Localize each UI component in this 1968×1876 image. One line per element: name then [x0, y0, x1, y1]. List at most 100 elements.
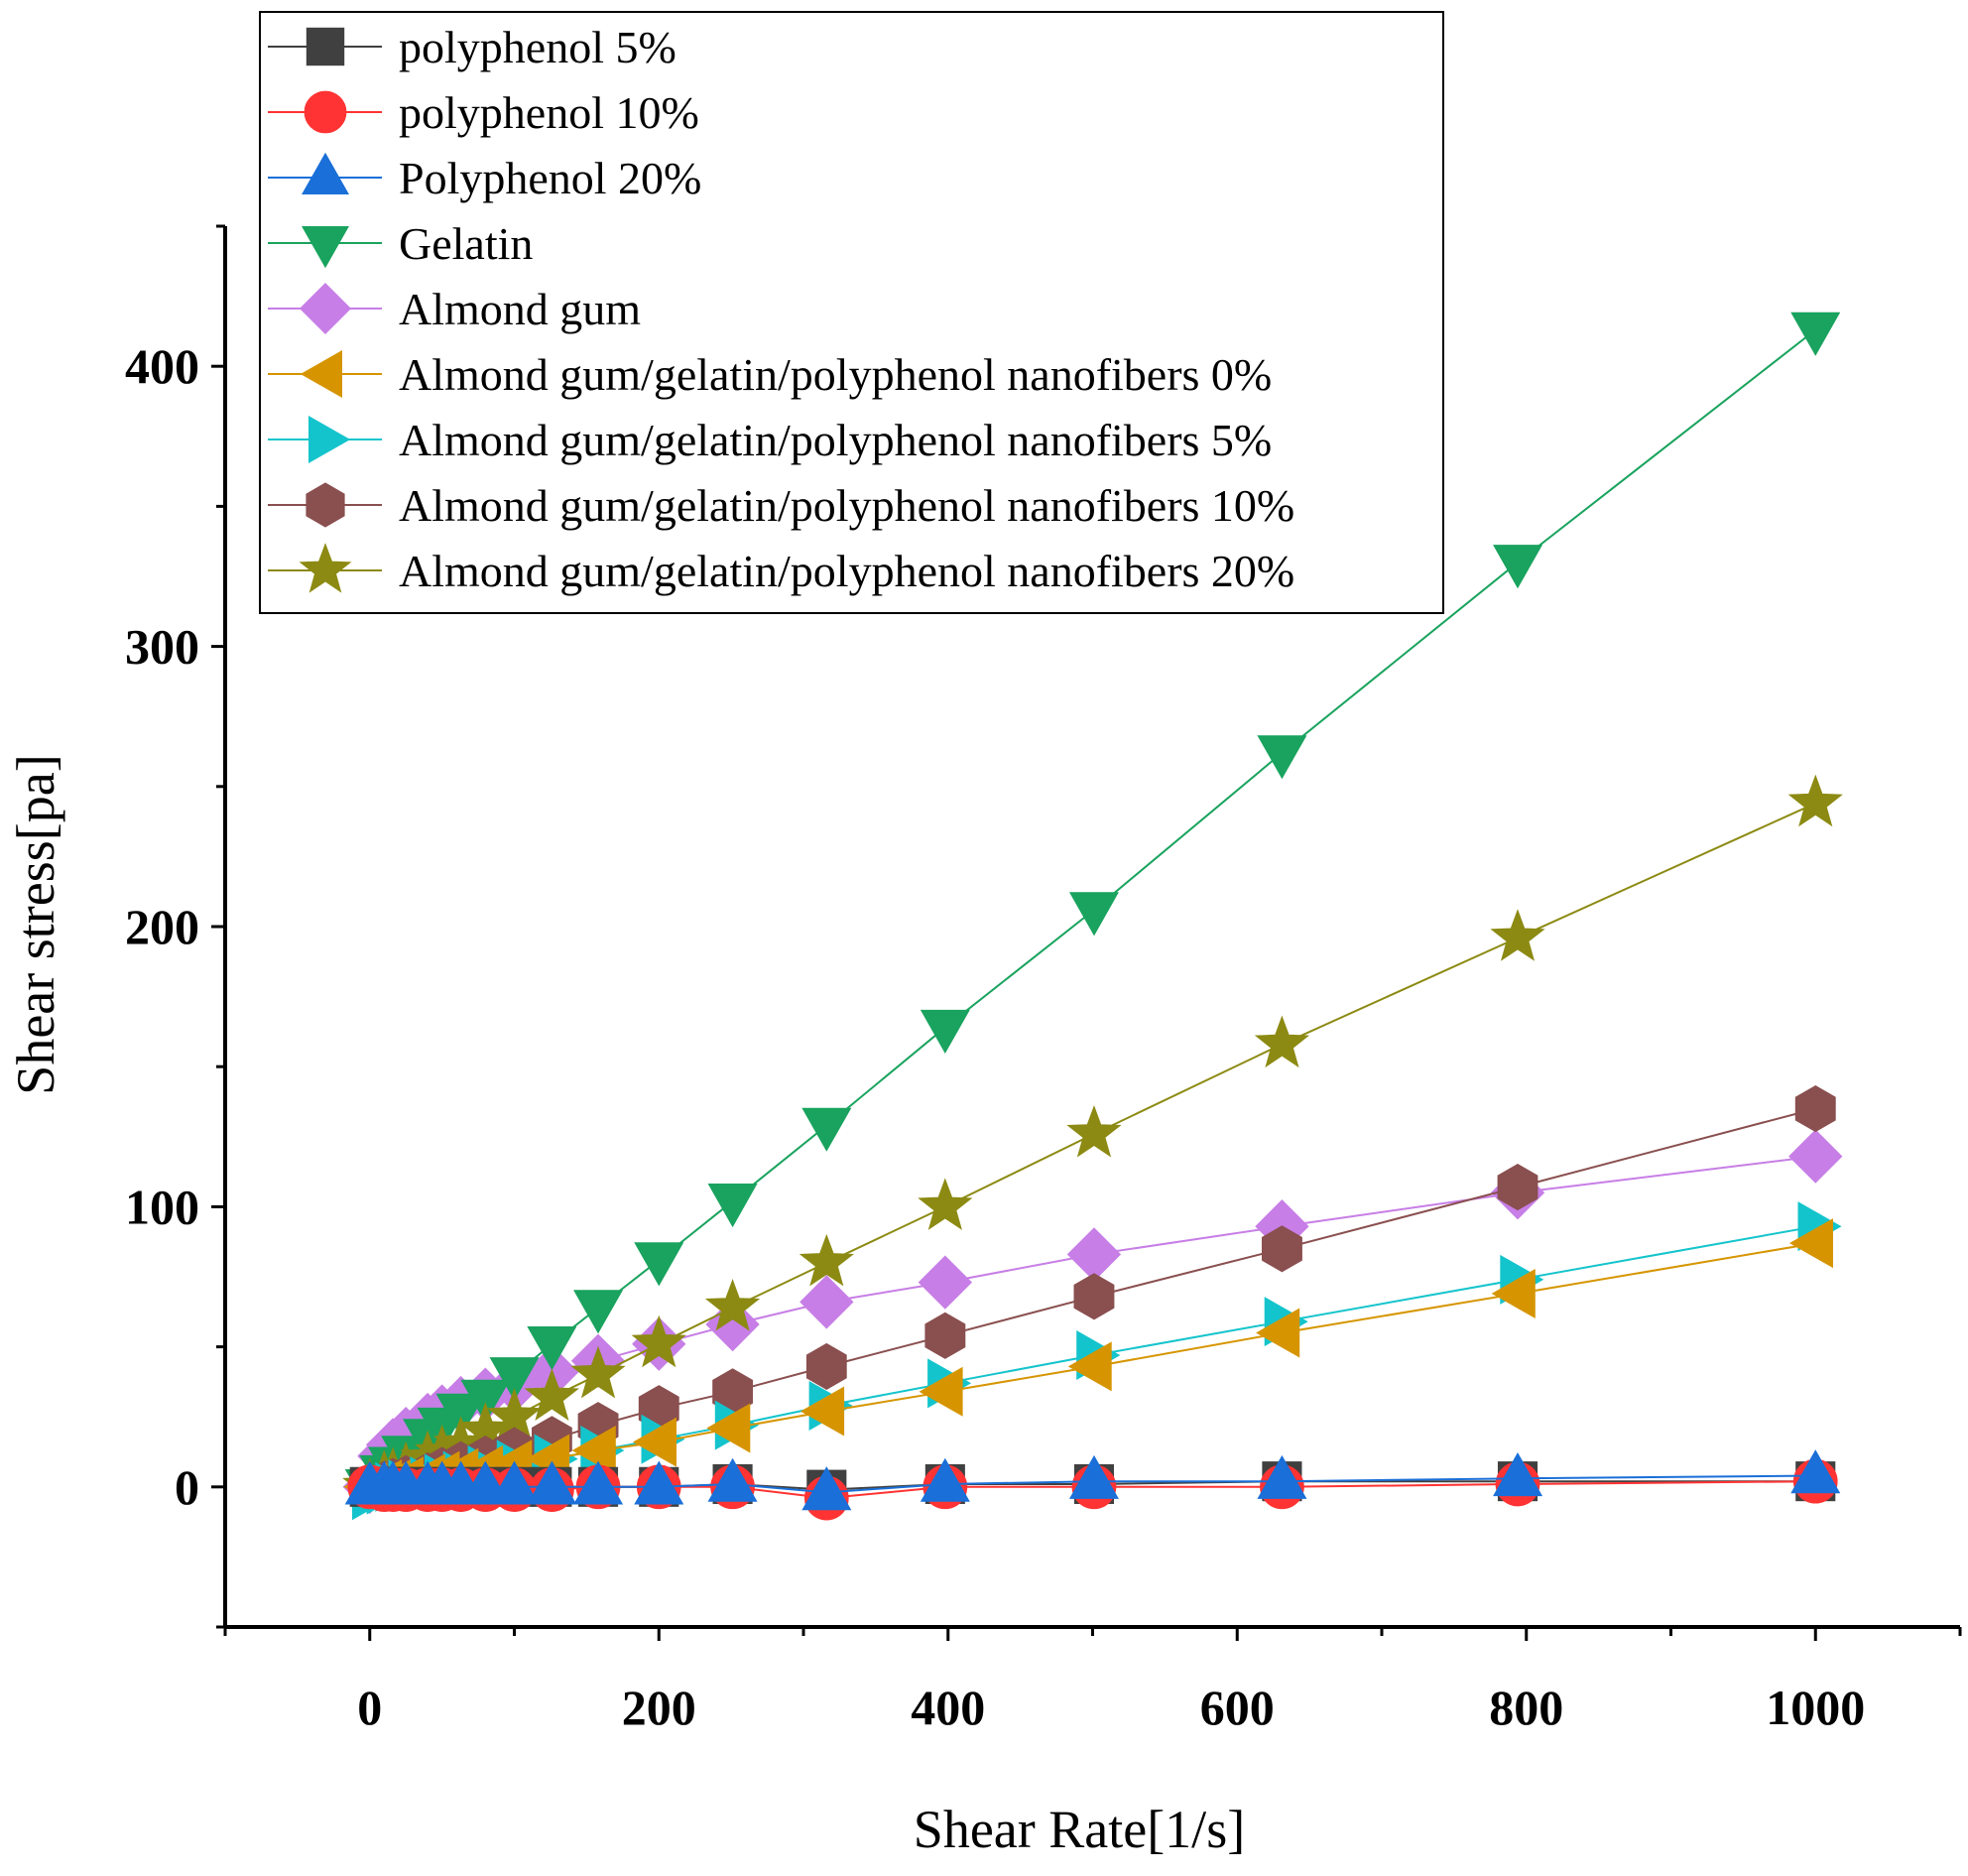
data-point-star: [1787, 774, 1843, 827]
data-point-triangle-up: [707, 1457, 758, 1502]
data-point-hexagon: [1794, 1085, 1836, 1133]
legend-marker: [304, 90, 347, 134]
legend-label: Almond gum/gelatin/polyphenol nanofibers…: [399, 546, 1294, 596]
data-point-triangle-up: [920, 1457, 970, 1502]
data-point-triangle-up: [1493, 1451, 1543, 1497]
legend: polyphenol 5% polyphenol 10% Polyphenol 20…: [259, 11, 1444, 614]
data-point-triangle-left: [1067, 1341, 1112, 1392]
data-point-triangle-up: [1790, 1449, 1841, 1494]
data-point-triangle-left: [571, 1426, 616, 1476]
data-point-triangle-down: [489, 1357, 540, 1402]
legend-item: polyphenol 5%: [268, 22, 676, 72]
data-point-star: [918, 1178, 973, 1230]
data-point-star: [799, 1233, 854, 1287]
legend-marker: [300, 350, 342, 398]
legend-marker: [308, 416, 351, 463]
data-point-triangle-up: [1068, 1454, 1119, 1499]
y-tick-label: 300: [125, 619, 199, 675]
data-point-star: [524, 1368, 579, 1421]
legend-marker: [299, 543, 352, 593]
data-point-triangle-up: [573, 1460, 624, 1505]
data-point-diamond: [1066, 1227, 1122, 1282]
data-point-triangle-down: [707, 1184, 758, 1228]
x-tick-label: 800: [1489, 1680, 1563, 1735]
y-tick-label: 200: [125, 899, 199, 954]
data-point-triangle-down: [801, 1107, 852, 1152]
data-point-triangle-left: [1788, 1218, 1833, 1269]
legend-label: Almond gum/gelatin/polyphenol nanofibers…: [399, 415, 1272, 465]
series-8: [349, 1085, 1836, 1511]
legend-item: polyphenol 10%: [268, 87, 699, 138]
data-point-star: [1254, 1015, 1310, 1068]
data-point-triangle-left: [632, 1417, 676, 1467]
legend-label: polyphenol 5%: [399, 22, 676, 72]
legend-label: Almond gum: [399, 284, 641, 334]
data-point-triangle-left: [800, 1386, 845, 1437]
legend-label: Almond gum/gelatin/polyphenol nanofibers…: [399, 349, 1272, 400]
series-3: [344, 1449, 1841, 1511]
data-point-star: [1066, 1104, 1122, 1158]
data-point-star: [631, 1314, 686, 1368]
legend-item: Polyphenol 20%: [268, 152, 701, 203]
axes: 0 200 400 600 800 1000 0 100 200 300 400: [125, 224, 1962, 1735]
data-point-hexagon: [1073, 1273, 1115, 1320]
data-point-triangle-down: [460, 1379, 511, 1424]
data-point-triangle-left: [706, 1403, 751, 1453]
data-point-triangle-up: [489, 1460, 540, 1505]
data-point-triangle-left: [1491, 1268, 1536, 1318]
legend-box: [259, 11, 1444, 614]
data-point-triangle-down: [573, 1290, 624, 1334]
legend-item: Almond gum: [268, 282, 641, 335]
x-axis-title: Shear Rate[1/s]: [914, 1800, 1245, 1859]
x-tick-label: 1000: [1766, 1680, 1865, 1735]
data-point-hexagon: [1497, 1164, 1538, 1211]
legend-marker: [302, 152, 349, 194]
legend-label: Polyphenol 20%: [399, 153, 701, 203]
data-point-triangle-down: [1790, 312, 1841, 356]
data-point-triangle-up: [634, 1460, 684, 1505]
data-point-star: [704, 1279, 761, 1331]
x-tick-label: 200: [622, 1680, 696, 1735]
data-point-hexagon: [924, 1312, 966, 1359]
legend-marker: [306, 27, 345, 66]
data-point-triangle-down: [1068, 892, 1119, 937]
y-tick-label: 400: [125, 338, 199, 394]
data-point-diamond: [1788, 1129, 1843, 1184]
legend-item: Almond gum/gelatin/polyphenol nanofibers…: [268, 415, 1272, 465]
legend-item: Almond gum/gelatin/polyphenol nanofibers…: [268, 349, 1272, 400]
data-point-triangle-up: [801, 1466, 852, 1511]
x-tick-label: 400: [911, 1680, 985, 1735]
series-9: [342, 774, 1843, 1511]
plot-area: [342, 312, 1843, 1521]
legend-marker: [306, 482, 345, 528]
data-point-triangle-down: [920, 1009, 970, 1055]
data-point-hexagon: [1262, 1225, 1302, 1273]
x-tick-label: 600: [1200, 1680, 1275, 1735]
data-point-triangle-up: [1257, 1454, 1307, 1499]
data-point-triangle-down: [1257, 735, 1307, 780]
legend-label: polyphenol 10%: [399, 87, 699, 138]
data-point-triangle-down: [435, 1393, 486, 1438]
y-axis-title: Shear stress[pa]: [6, 754, 65, 1094]
y-tick-label: 0: [175, 1459, 199, 1515]
legend-item: Almond gum/gelatin/polyphenol nanofibers…: [268, 480, 1294, 531]
data-point-triangle-down: [527, 1326, 577, 1371]
data-point-hexagon: [805, 1342, 847, 1390]
data-point-diamond: [800, 1275, 854, 1329]
data-point-star: [570, 1345, 626, 1399]
data-point-triangle-left: [1256, 1308, 1300, 1358]
data-point-star: [1490, 909, 1545, 961]
legend-item: Almond gum/gelatin/polyphenol nanofibers…: [268, 543, 1294, 596]
data-point-triangle-down: [1493, 545, 1543, 589]
legend-marker: [299, 282, 352, 335]
legend-marker: [302, 226, 349, 269]
legend-label: Almond gum/gelatin/polyphenol nanofibers…: [399, 480, 1294, 531]
data-point-triangle-up: [527, 1460, 577, 1505]
x-tick-label: 0: [357, 1680, 382, 1735]
y-tick-label: 100: [125, 1179, 199, 1234]
legend-label: Gelatin: [399, 218, 533, 269]
data-point-triangle-left: [919, 1366, 963, 1417]
data-point-diamond: [918, 1255, 973, 1310]
